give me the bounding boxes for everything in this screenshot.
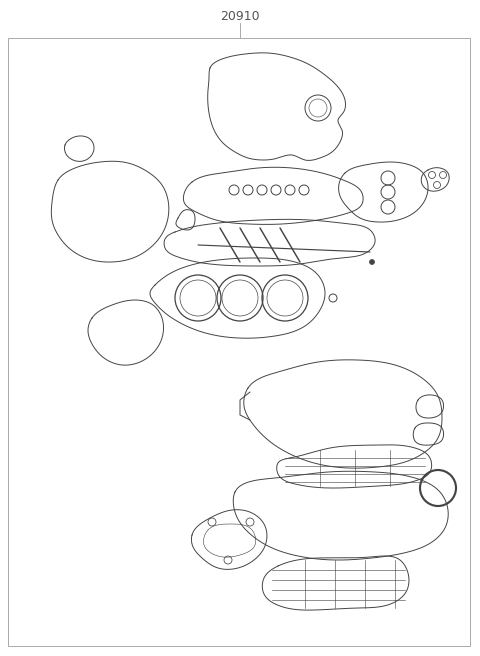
Circle shape — [370, 260, 374, 264]
Text: 20910: 20910 — [220, 10, 260, 24]
